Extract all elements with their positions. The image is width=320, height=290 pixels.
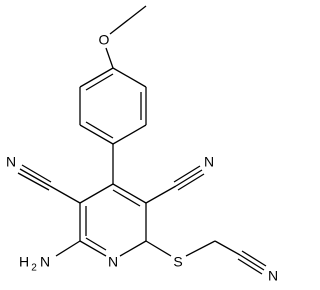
atom-label: H <box>19 254 29 270</box>
atom-label: N <box>40 254 50 270</box>
bond <box>79 124 114 145</box>
bond <box>21 164 52 183</box>
bond <box>79 183 114 204</box>
bond <box>175 169 203 187</box>
bond <box>173 165 201 183</box>
atom-label: N <box>108 254 118 270</box>
atom-label-subscript: 2 <box>31 263 37 274</box>
bond <box>241 250 267 267</box>
bond <box>85 237 107 251</box>
bond <box>49 185 81 204</box>
bond <box>112 67 147 88</box>
bond <box>119 240 147 257</box>
atom-label: N <box>268 268 278 284</box>
bond <box>17 172 50 191</box>
bond <box>214 240 241 256</box>
bond <box>145 240 172 257</box>
bond <box>145 185 177 204</box>
bond <box>237 258 263 275</box>
bond <box>177 173 205 191</box>
bonds <box>17 5 267 275</box>
bond <box>55 240 81 257</box>
bond <box>112 124 147 145</box>
bond <box>185 240 216 257</box>
bond <box>105 47 114 69</box>
bond <box>85 121 114 139</box>
atom-label: S <box>173 254 182 270</box>
bond <box>112 183 147 204</box>
bond <box>112 189 141 207</box>
bond <box>19 168 51 187</box>
bond <box>85 73 114 91</box>
bond <box>109 5 147 35</box>
atom-label: O <box>99 32 110 48</box>
bond <box>79 67 114 88</box>
structure: O N N H 2 N N S N <box>6 5 278 284</box>
bond <box>239 254 265 271</box>
bond <box>79 240 107 257</box>
atom-label: N <box>6 154 16 170</box>
atom-label: N <box>204 154 214 170</box>
